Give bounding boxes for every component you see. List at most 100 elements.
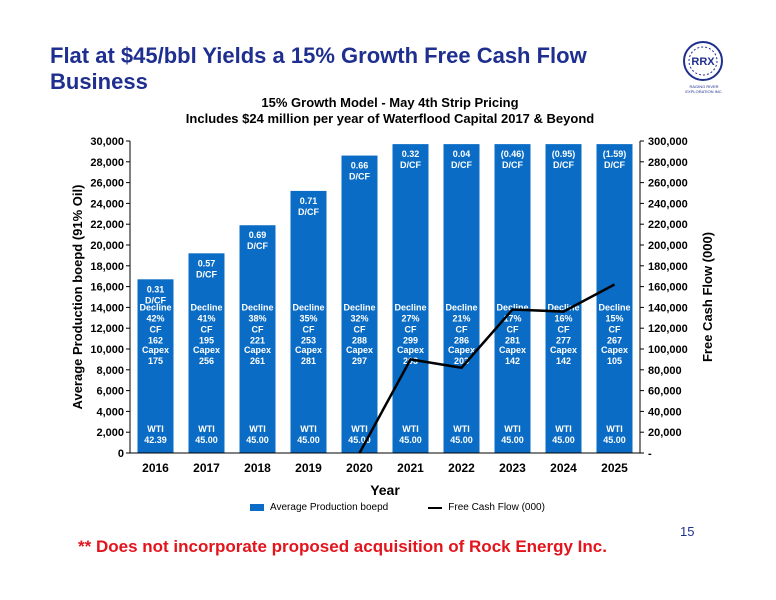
y2-tick-label: 300,000 (648, 136, 688, 148)
production-bar (443, 144, 480, 453)
x-tick-label: 2016 (142, 461, 169, 475)
cf-label: CF 286 (454, 324, 469, 345)
y-tick-label: 22,000 (90, 219, 124, 231)
legend-line-swatch (428, 506, 443, 509)
x-tick-label: 2022 (448, 461, 475, 475)
x-tick-label: 2025 (601, 461, 628, 475)
wti-label: WTI 45.00 (195, 424, 218, 445)
wti-label: WTI 45.00 (603, 424, 626, 445)
production-bar (239, 225, 276, 453)
chart-subtitle: Includes $24 million per year of Waterfl… (185, 111, 595, 126)
dcf-label: 0.32 D/CF (400, 149, 421, 170)
production-bar (596, 144, 633, 453)
decline-label: Decline 16% (547, 303, 579, 324)
cf-label: CF 288 (352, 324, 367, 345)
free-cash-flow-line (358, 283, 616, 454)
wti-label: WTI 45.00 (501, 424, 524, 445)
y-tick-label: 28,000 (90, 157, 124, 169)
x-tick-label: 2023 (499, 461, 526, 475)
dcf-label: 0.04 D/CF (451, 149, 472, 170)
capex-label: Capex 142 (499, 345, 526, 366)
capex-label: Capex 203 (448, 345, 475, 366)
y-tick-label: 8,000 (96, 365, 124, 377)
decline-label: Decline 17% (496, 303, 528, 324)
y-tick-label: 12,000 (90, 323, 124, 335)
wti-label: WTI 45.00 (246, 424, 269, 445)
y-tick-label: 4,000 (96, 406, 124, 418)
decline-label: Decline 27% (394, 303, 426, 324)
wti-label: WTI 45.00 (348, 424, 371, 445)
decline-label: Decline 38% (241, 303, 273, 324)
page-number: 15 (680, 524, 695, 539)
y2-tick-label: 100,000 (648, 344, 688, 356)
rrx-logo: RRX (683, 41, 723, 81)
wti-label: WTI 45.00 (399, 424, 422, 445)
x-tick-label: 2019 (295, 461, 322, 475)
x-axis-title: Year (370, 482, 400, 498)
bars-layer (137, 144, 633, 454)
dcf-label: 0.66 D/CF (349, 161, 370, 182)
y-tick-label: 18,000 (90, 261, 124, 273)
x-tick-label: 2024 (550, 461, 577, 475)
capex-label: Capex 281 (295, 345, 322, 366)
cf-label: CF 162 (148, 324, 163, 345)
x-tick-label: 2020 (346, 461, 373, 475)
y2-axis-title: Free Cash Flow (000) (700, 232, 715, 362)
capex-label: Capex 297 (346, 345, 373, 366)
chart-title-line-1: 15% Growth Model - May 4th Strip Pricing (261, 95, 519, 110)
dcf-label: (1.59) D/CF (603, 149, 627, 170)
y-tick-label: 16,000 (90, 282, 124, 294)
wti-label: WTI 45.00 (297, 424, 320, 445)
wti-label: WTI 45.00 (552, 424, 575, 445)
dcf-label: 0.57 D/CF (196, 258, 217, 279)
capex-label: Capex 261 (244, 345, 271, 366)
cf-label: CF 253 (301, 324, 316, 345)
y-tick-label: 0 (118, 448, 124, 460)
y2-tick-label: 200,000 (648, 240, 688, 252)
y-tick-label: 2,000 (96, 427, 124, 439)
dcf-label: 0.71 D/CF (298, 196, 319, 217)
dcf-label: (0.46) D/CF (501, 149, 525, 170)
decline-label: Decline 42% (139, 303, 171, 324)
cf-label: CF 195 (199, 324, 214, 345)
logo-tagline: RAGING RIVER EXPLORATION INC. (685, 84, 723, 94)
chart-title: 15% Growth Model - May 4th Strip Pricing… (130, 95, 650, 127)
production-bar (188, 253, 225, 453)
dcf-label: 0.31 D/CF (145, 284, 166, 305)
production-bar (392, 144, 429, 453)
y-tick-label: 24,000 (90, 198, 124, 210)
y2-tick-label: 120,000 (648, 323, 688, 335)
y2-tick-label: 240,000 (648, 198, 688, 210)
y-axis-title: Average Production boepd (91% Oil) (70, 185, 85, 410)
dcf-label: 0.69 D/CF (247, 230, 268, 251)
axes-layer: 0 2,000 4,000 6,000 8,000 10,000 12,000 14,000 1… (70, 136, 715, 498)
x-tick-label: 2017 (193, 461, 220, 475)
decline-label: Decline 32% (343, 303, 375, 324)
x-tick-label: 2018 (244, 461, 271, 475)
capex-label: Capex 175 (142, 345, 169, 366)
y2-tick-label: 180,000 (648, 261, 688, 273)
x-tick-label: 2021 (397, 461, 424, 475)
line-layer (358, 283, 616, 454)
decline-label: Decline 35% (292, 303, 324, 324)
y2-tick-label: 280,000 (648, 157, 688, 169)
production-bar (545, 144, 582, 453)
footnote: ** Does not incorporate proposed acquisi… (78, 537, 607, 556)
production-bar (494, 144, 531, 453)
page-headline: Flat at $45/bbl Yields a 15% Growth Free… (50, 43, 587, 94)
logo-text: RRX (691, 56, 715, 68)
cf-label: CF 267 (607, 324, 622, 345)
production-bar (290, 190, 327, 454)
capex-label: Capex 256 (193, 345, 220, 366)
dcf-label: (0.95) D/CF (552, 149, 576, 170)
y2-tick-label: 80,000 (648, 365, 682, 377)
y2-tick-label: 40,000 (648, 406, 682, 418)
y-tick-label: 26,000 (90, 178, 124, 190)
cf-label: CF 221 (250, 324, 265, 345)
y2-tick-label: 140,000 (648, 302, 688, 314)
capex-label: Capex 142 (550, 345, 577, 366)
y2-tick-label: 260,000 (648, 178, 688, 190)
y2-tick-label: 60,000 (648, 386, 682, 398)
